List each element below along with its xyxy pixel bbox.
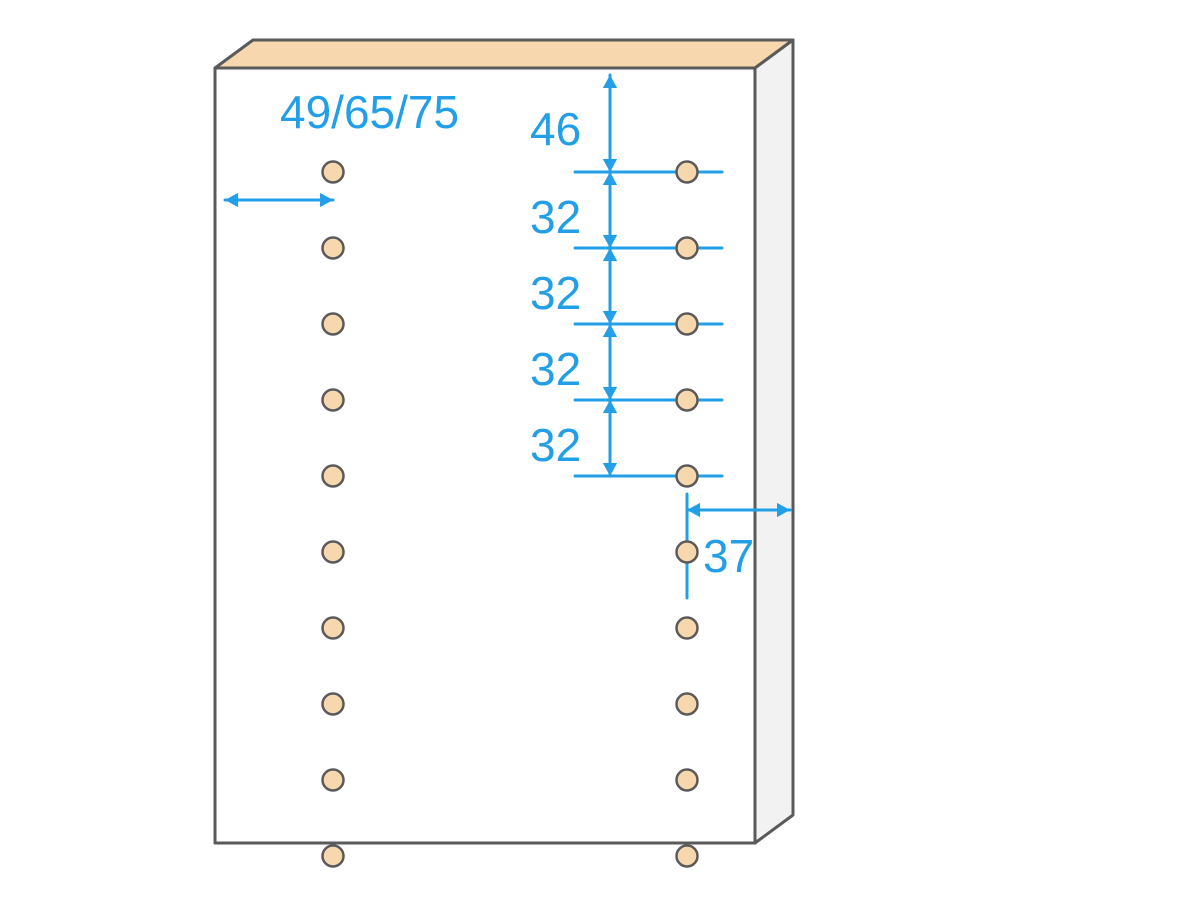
hole-right-5 xyxy=(677,542,698,563)
hole-left-5 xyxy=(323,542,344,563)
hole-right-6 xyxy=(677,618,698,639)
dim-row-spacing-1: 32 xyxy=(530,267,581,319)
hole-left-6 xyxy=(323,618,344,639)
panel-drilling-diagram: 46 32 32 32 32 49/65/75 37 xyxy=(0,0,1200,900)
panel-body xyxy=(215,40,793,843)
panel-top-face xyxy=(215,40,793,68)
hole-left-4 xyxy=(323,466,344,487)
hole-right-7 xyxy=(677,694,698,715)
hole-left-2 xyxy=(323,314,344,335)
hole-right-4 xyxy=(677,466,698,487)
panel-side-face xyxy=(755,40,793,843)
dim-row-spacing-3: 32 xyxy=(530,419,581,471)
hole-left-3 xyxy=(323,390,344,411)
dim-row-spacing-2: 32 xyxy=(530,343,581,395)
hole-left-8 xyxy=(323,770,344,791)
dim-right-offset: 37 xyxy=(703,530,754,582)
hole-right-0 xyxy=(677,162,698,183)
hole-left-0 xyxy=(323,162,344,183)
hole-left-9 xyxy=(323,846,344,867)
dim-top-gap: 46 xyxy=(530,103,581,155)
dim-row-spacing-0: 32 xyxy=(530,191,581,243)
panel-front-face xyxy=(215,68,755,843)
hole-right-8 xyxy=(677,770,698,791)
hole-right-1 xyxy=(677,238,698,259)
hole-right-9 xyxy=(677,846,698,867)
hole-left-7 xyxy=(323,694,344,715)
hole-right-3 xyxy=(677,390,698,411)
dim-left-offset: 49/65/75 xyxy=(280,86,459,138)
hole-left-1 xyxy=(323,238,344,259)
hole-right-2 xyxy=(677,314,698,335)
